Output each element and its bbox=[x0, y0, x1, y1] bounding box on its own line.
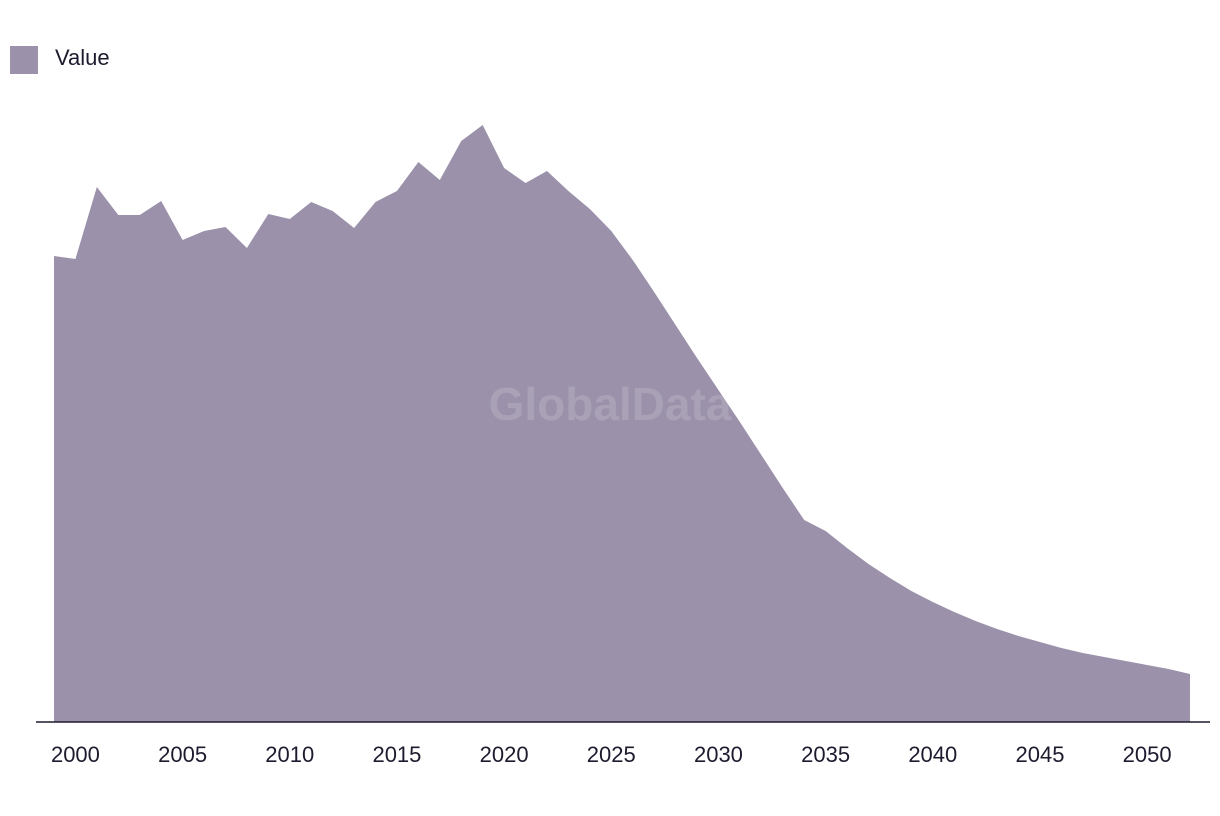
x-tick-label: 2000 bbox=[51, 742, 100, 767]
x-tick-label: 2020 bbox=[480, 742, 529, 767]
x-tick-label: 2010 bbox=[265, 742, 314, 767]
legend-label: Value bbox=[55, 45, 110, 70]
x-tick-label: 2040 bbox=[908, 742, 957, 767]
area bbox=[54, 125, 1190, 722]
x-tick-label: 2030 bbox=[694, 742, 743, 767]
x-tick-label: 2015 bbox=[372, 742, 421, 767]
x-tick-label: 2005 bbox=[158, 742, 207, 767]
x-tick-label: 2035 bbox=[801, 742, 850, 767]
x-tick-label: 2025 bbox=[587, 742, 636, 767]
legend-swatch bbox=[10, 46, 38, 74]
x-tick-label: 2050 bbox=[1123, 742, 1172, 767]
x-tick-label: 2045 bbox=[1015, 742, 1064, 767]
watermark: GlobalData bbox=[489, 378, 732, 430]
